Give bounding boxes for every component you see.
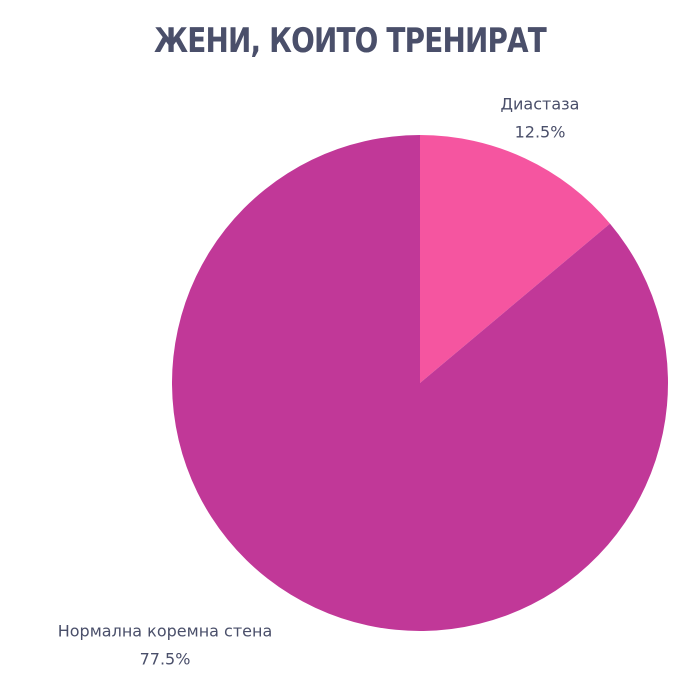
- pie-slice: [171, 135, 668, 631]
- slice-value-label: 12.5%: [515, 123, 566, 142]
- slice-label: Диастаза: [501, 95, 580, 114]
- slice-label: Нормална коремна стена: [58, 622, 273, 641]
- slice-value-label: 77.5%: [140, 650, 191, 669]
- chart-title: ЖЕНИ, КОИТО ТРЕНИРАТ: [154, 21, 548, 60]
- pie-slice: [420, 135, 610, 383]
